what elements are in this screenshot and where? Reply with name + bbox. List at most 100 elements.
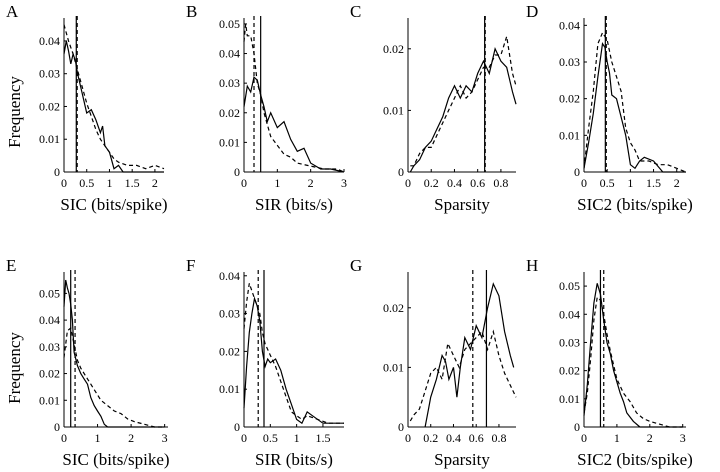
x-tick-label-b: 0 [241,176,247,190]
x-tick-label-h: 3 [680,431,686,445]
x-tick-label-a: 0 [61,176,67,190]
panel-label-a: A [6,2,19,21]
y-tick-label-g: 0 [398,420,404,434]
y-tick-label-a: 0 [54,165,60,179]
series-solid-line-d [583,42,686,173]
ylabel-bottom-row: Frequency [5,332,24,404]
x-tick-label-c: 0.6 [470,176,485,190]
x-axis-label-f: SIR (bits/s) [255,450,333,469]
series-solid-line-g [424,282,515,428]
x-tick-label-g: 0.6 [469,431,484,445]
x-tick-label-a: 1 [106,176,112,190]
series-dashed-line-e [63,327,165,428]
ylabel-top-row: Frequency [5,76,24,148]
y-tick-label-d: 0.04 [559,18,580,32]
y-tick-label-g: 0.01 [383,360,404,374]
x-tick-label-d: 1 [627,176,633,190]
y-tick-label-b: 0.04 [219,47,240,61]
x-tick-label-e: 1 [95,431,101,445]
x-tick-label-d: 0 [581,176,587,190]
y-tick-label-b: 0.05 [219,17,240,31]
x-axis-label-a: SIC (bits/spike) [60,195,167,214]
x-tick-label-a: 0.5 [79,176,94,190]
x-tick-label-c: 0 [405,176,411,190]
y-tick-label-h: 0.04 [559,307,580,321]
x-tick-label-d: 0.5 [600,176,615,190]
series-solid-line-c [409,46,517,173]
panel-e: E 0 0.01 0.02 0.03 0.04 0.05 0 1 2 3 SIC (bits/spik… [6,256,170,469]
x-axis-label-b: SIR (bits/s) [255,195,333,214]
y-tick-label-e: 0.01 [39,393,60,407]
x-axis-label-g: Sparsity [434,450,490,469]
y-tick-label-a: 0.01 [39,132,60,146]
y-tick-label-b: 0 [234,165,240,179]
y-tick-label-b: 0.03 [219,76,240,90]
y-tick-label-h: 0.02 [559,364,580,378]
series-dashed-line-h [583,296,683,428]
y-tick-label-h: 0 [574,420,580,434]
x-tick-label-e: 2 [128,431,134,445]
x-tick-label-e: 0 [61,431,67,445]
y-tick-label-c: 0.02 [383,42,404,56]
series-solid-line-f [243,296,344,425]
x-axis-label-h: SIC2 (bits/spike) [577,450,693,469]
panel-d: D 0 0.01 0.02 0.03 0.04 0 0.5 1 1.5 2 SIC2 (bits/sp… [526,2,693,214]
series-dashed-line-f [243,283,344,424]
x-tick-label-h: 0 [581,431,587,445]
x-tick-label-b: 3 [341,176,347,190]
y-tick-label-h: 0.01 [559,392,580,406]
y-tick-label-f: 0.04 [219,269,240,283]
panel-h: H 0 0.01 0.02 0.03 0.04 0.05 0 1 2 3 SIC2 (bits/spi… [526,256,693,469]
x-tick-label-d: 1.5 [646,176,661,190]
y-tick-label-d: 0.03 [559,55,580,69]
y-tick-label-e: 0.05 [39,286,60,300]
x-axis-label-d: SIC2 (bits/spike) [577,195,693,214]
y-tick-label-e: 0.02 [39,367,60,381]
y-tick-label-c: 0.01 [383,103,404,117]
x-axis-label-c: Sparsity [434,195,490,214]
panel-label-f: F [186,256,195,275]
y-tick-label-f: 0.03 [219,307,240,321]
panel-label-h: H [526,256,538,275]
x-tick-label-a: 1.5 [125,176,140,190]
x-tick-label-c: 0.8 [493,176,508,190]
y-tick-label-e: 0 [54,420,60,434]
series-solid-line-e [63,279,165,428]
x-tick-label-g: 0.2 [423,431,438,445]
series-dashed-line-c [410,36,517,167]
series-solid-line-a [63,40,164,173]
x-tick-label-g: 0.4 [446,431,461,445]
y-tick-label-a: 0.04 [39,34,60,48]
x-tick-label-h: 1 [614,431,620,445]
y-tick-label-e: 0.04 [39,313,60,327]
x-tick-label-f: 0.5 [263,431,278,445]
panel-label-g: G [350,256,362,275]
panel-label-c: C [350,2,361,21]
x-tick-label-b: 1 [274,176,280,190]
x-tick-label-f: 1.5 [315,431,330,445]
y-tick-label-d: 0.02 [559,92,580,106]
y-tick-label-b: 0.01 [219,135,240,149]
y-tick-label-d: 0 [574,165,580,179]
y-tick-label-b: 0.02 [219,106,240,120]
x-tick-label-f: 1 [294,431,300,445]
y-tick-label-h: 0.03 [559,335,580,349]
y-tick-label-a: 0.02 [39,99,60,113]
series-solid-line-b [243,76,345,173]
x-tick-label-e: 3 [162,431,168,445]
series-dashed-line-a [63,24,165,170]
y-tick-label-f: 0 [234,420,240,434]
panels-group: A 0 0.01 0.02 0.03 0.04 0 0.5 1 1.5 2 SIC (bits/spi… [6,2,693,469]
series-dashed-line-g [409,329,517,422]
series-dashed-line-d [583,31,687,173]
x-tick-label-a: 2 [152,176,158,190]
panel-label-d: D [526,2,538,21]
series-dashed-line-b [243,23,345,173]
x-tick-label-c: 0.4 [447,176,462,190]
y-tick-label-d: 0.01 [559,128,580,142]
y-tick-label-h: 0.05 [559,279,580,293]
y-tick-label-g: 0.02 [383,301,404,315]
panel-b: B 0 0.01 0.02 0.03 0.04 0.05 0 1 2 3 SIR (bits/s) [186,2,347,214]
x-tick-label-b: 2 [308,176,314,190]
